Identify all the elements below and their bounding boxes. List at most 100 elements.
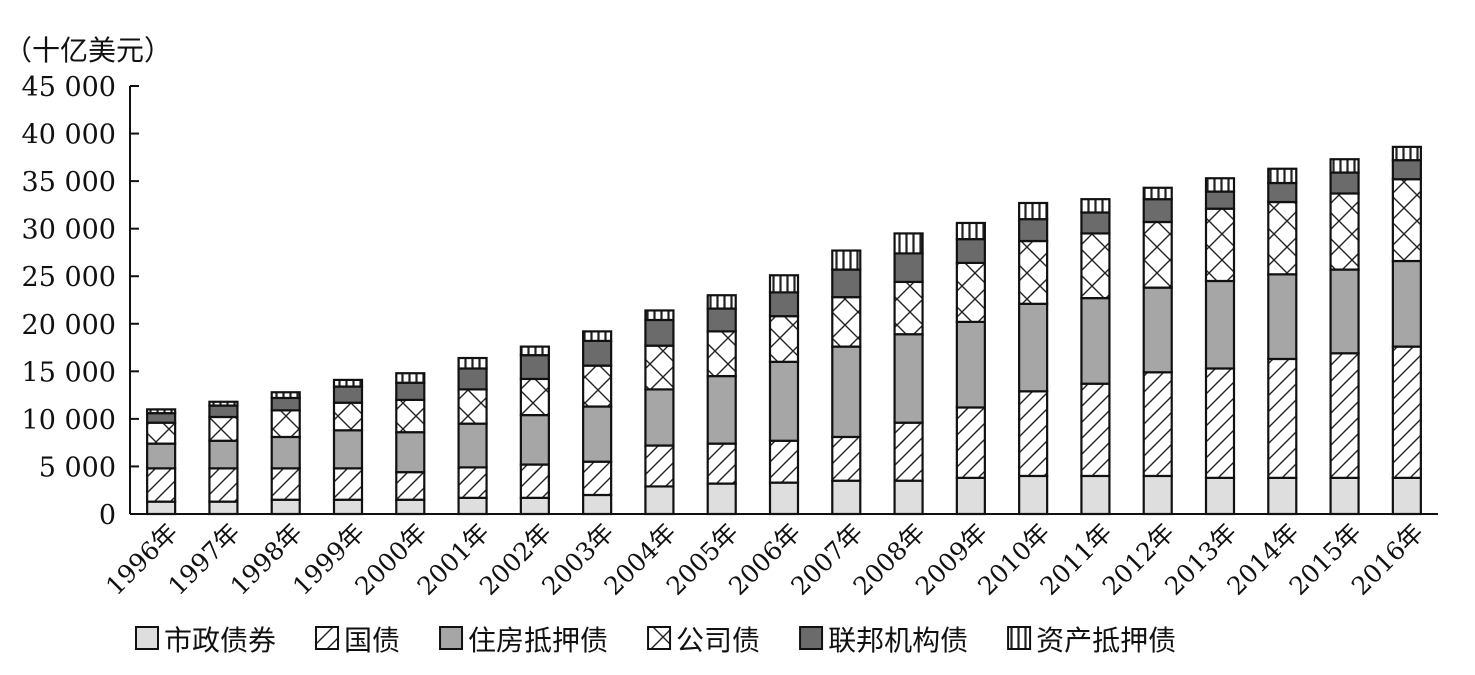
bar-segment-1 [1204, 476, 1236, 516]
bar-segment-3 [1080, 296, 1111, 385]
bar-segment-2 [519, 463, 550, 499]
bar-segment-4 [893, 280, 924, 336]
bar-segment-1 [146, 500, 177, 516]
bar-segment-2 [146, 467, 177, 503]
bar-segment-1 [519, 496, 550, 516]
y-tick-label: 10 000 [22, 405, 116, 436]
bar-segment-5 [208, 404, 239, 419]
y-tick-label: 15 000 [22, 357, 116, 388]
bar-stack-2011年 [1080, 198, 1111, 516]
bar-segment-1 [1267, 476, 1298, 516]
bar-stack-1997年 [208, 400, 239, 516]
bar-segment-4 [582, 364, 613, 408]
bar-segment-4 [270, 409, 301, 439]
bar-segment-4 [1018, 239, 1049, 305]
legend-item-1: 市政债券 [135, 624, 276, 657]
bar-segment-3 [582, 405, 613, 463]
legend-item-2: 国债 [315, 624, 400, 657]
bar-segment-3 [768, 360, 800, 442]
y-tick-label: 35 000 [22, 167, 116, 198]
bar-segment-3 [706, 374, 737, 445]
bar-segment-5 [1142, 198, 1173, 224]
y-tick-label: 20 000 [22, 310, 116, 341]
legend-label: 公司债 [676, 624, 760, 657]
bar-stack-2007年 [831, 249, 862, 516]
x-axis: 1996年1997年1998年1999年2000年2001年2002年2003年… [100, 513, 1438, 601]
bar-segment-5 [644, 318, 675, 347]
y-tick-label: 0 [99, 500, 116, 531]
bar-segment-1 [395, 498, 426, 516]
bar-segment-4 [955, 261, 986, 323]
bar-segment-6 [146, 408, 177, 415]
bar-segment-5 [146, 412, 177, 424]
bar-segment-4 [1204, 207, 1236, 283]
bar-stack-2000年 [395, 372, 426, 516]
legend-item-4: 公司债 [647, 624, 760, 657]
bar-segment-3 [1204, 279, 1236, 370]
bar-segment-4 [457, 388, 488, 425]
bar-segment-5 [768, 291, 800, 318]
bar-segment-3 [893, 333, 924, 424]
legend-swatch [315, 626, 340, 650]
bar-segment-3 [1329, 268, 1360, 355]
bar-segment-5 [955, 238, 986, 265]
legend-label: 国债 [344, 624, 400, 657]
bar-segment-5 [706, 307, 737, 333]
bar-stack-2006年 [768, 274, 800, 516]
bar-segment-6 [1329, 158, 1360, 174]
bar-segment-6 [1080, 198, 1111, 214]
legend-swatch [135, 626, 159, 650]
bar-segment-1 [831, 479, 862, 516]
bar-segment-2 [457, 466, 488, 499]
bar-segment-2 [955, 406, 986, 479]
bar-stack-2001年 [457, 356, 488, 516]
bar-segment-1 [332, 498, 364, 516]
y-tick-label: 30 000 [22, 215, 116, 246]
bar-segment-4 [768, 315, 800, 363]
bar-stack-2002年 [519, 345, 550, 516]
y-axis: 0 5 000 10 000 15 000 20 000 25 000 30 000 35 0… [22, 72, 139, 531]
bar-segment-2 [1018, 390, 1049, 478]
bar-segment-1 [768, 481, 800, 516]
bar-segment-4 [644, 344, 675, 391]
bar-segment-4 [1142, 220, 1173, 289]
bar-segment-6 [332, 378, 364, 388]
bar-segment-6 [1267, 167, 1298, 185]
bar-segment-6 [1018, 201, 1049, 221]
bar-segment-6 [208, 400, 239, 407]
bar-segment-4 [208, 415, 239, 442]
bar-segment-6 [831, 249, 862, 271]
bar-segment-6 [270, 391, 301, 400]
bar-segment-1 [955, 476, 986, 516]
bar-segment-6 [1391, 145, 1422, 162]
bar-segment-1 [1329, 476, 1360, 516]
legend-swatch [439, 626, 464, 650]
bar-segment-3 [332, 429, 364, 470]
bar-segment-3 [519, 413, 550, 466]
bar-segment-1 [270, 498, 301, 516]
bar-segment-4 [146, 421, 177, 445]
bar-stack-1998年 [270, 391, 301, 516]
bar-stack-2003年 [582, 330, 613, 516]
bar-segment-3 [457, 422, 488, 469]
bar-segment-6 [893, 232, 924, 255]
bar-segment-3 [395, 431, 426, 474]
bar-segment-1 [457, 496, 488, 516]
bar-segment-4 [395, 398, 426, 434]
bar-segment-5 [1267, 181, 1298, 204]
bar-segment-5 [831, 268, 862, 299]
bar-segment-6 [706, 294, 737, 310]
bar-segment-2 [208, 467, 239, 503]
bar-stack-2014年 [1267, 167, 1298, 516]
bar-segment-4 [1391, 178, 1422, 263]
bar-segment-3 [1267, 273, 1298, 361]
bar-segment-3 [644, 388, 675, 447]
bar-segment-2 [831, 435, 862, 482]
bar-segment-6 [395, 372, 426, 384]
bar-segment-6 [955, 221, 986, 241]
bar-segment-5 [1080, 211, 1111, 235]
bar-stack-2012年 [1142, 186, 1173, 516]
bar-segment-1 [582, 493, 613, 516]
bar-segment-5 [1204, 190, 1236, 210]
bar-segment-5 [893, 252, 924, 284]
